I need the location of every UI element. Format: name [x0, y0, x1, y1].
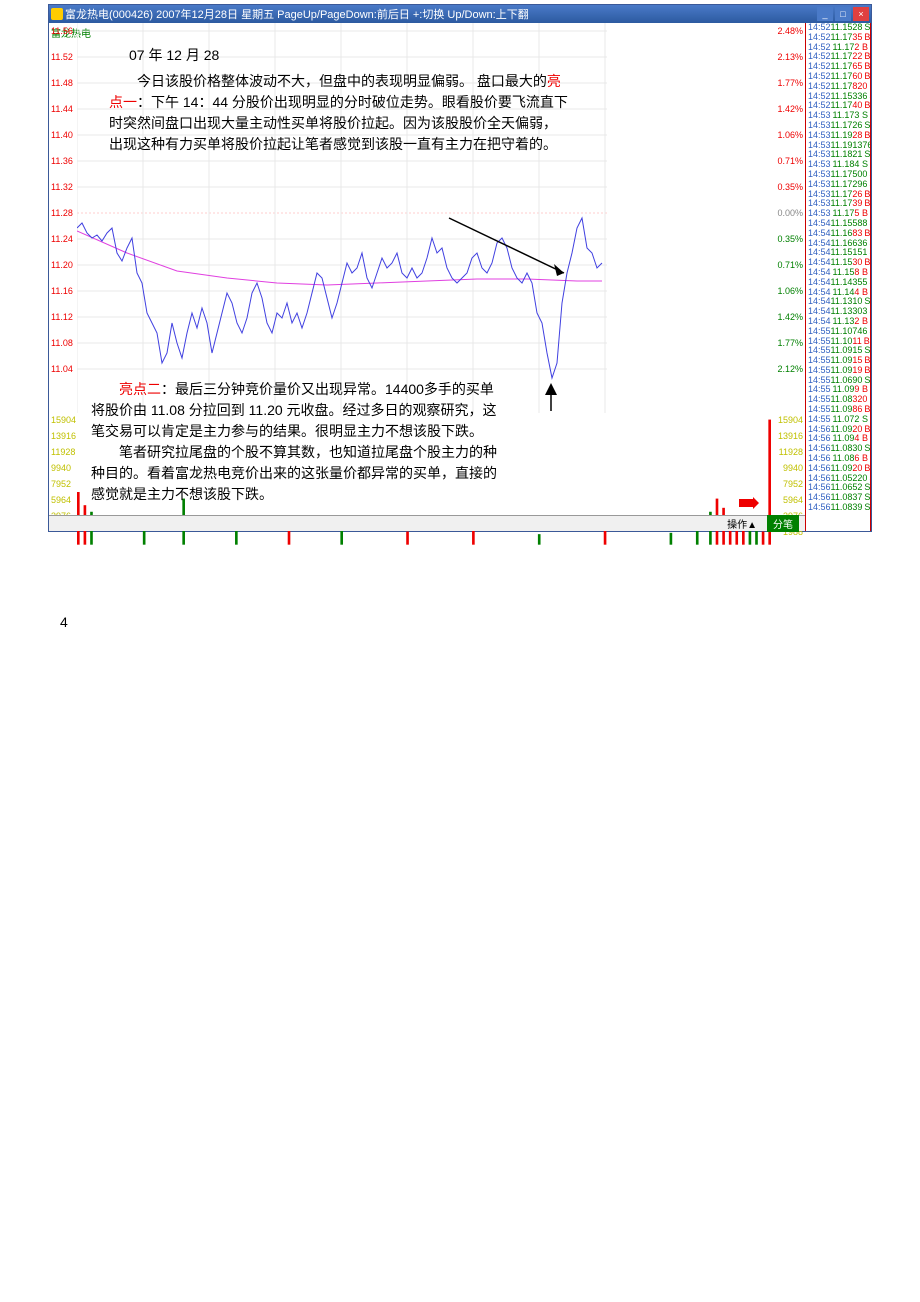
y-tick: 11.44	[51, 104, 73, 114]
vol-pct-tick: 11928	[779, 447, 803, 457]
pct-tick: 2.12%	[777, 364, 803, 374]
overlay2-hl: 亮点二	[119, 381, 161, 397]
arrow-1-icon	[439, 208, 579, 298]
vol-pct-tick: 13916	[778, 431, 803, 441]
pct-tick: 1.42%	[777, 104, 803, 114]
titlebar-text: 富龙热电(000426) 2007年12月28日 星期五 PageUp/Page…	[65, 6, 529, 22]
y-tick: 11.28	[51, 208, 73, 218]
tick-list: 14:5211.1528S14:5211.1735B14:5211.172B14…	[806, 23, 870, 513]
y-tick: 11.32	[51, 182, 73, 192]
y-axis: 11.56 11.52 11.48 11.44 11.40 11.36 11.32 11.28…	[49, 23, 77, 413]
y-tick: 11.20	[51, 260, 73, 270]
pct-tick: 0.00%	[777, 208, 803, 218]
app-icon	[51, 8, 63, 20]
pct-tick: 0.71%	[777, 156, 803, 166]
vol-pct-tick: 5964	[783, 495, 803, 505]
vol-pct-tick: 15904	[778, 415, 803, 425]
y-tick: 11.08	[51, 338, 73, 348]
vol-y-tick: 5964	[51, 495, 71, 505]
bottom-bar: 操作▲ 分笔	[49, 515, 805, 531]
overlay2-t2: 笔者研究拉尾盘的个股不算其数，也知道拉尾盘个股主力的种种目的。看着富龙热电竞价出…	[91, 442, 501, 505]
vol-y-tick: 15904	[51, 415, 76, 425]
pct-axis: 2.48% 2.13% 1.77% 1.42% 1.06% 0.71% 0.35% 0.00%…	[775, 23, 805, 413]
overlay1-t2: ：下午 14：44 分股价出现明显的分时破位走势。眼看股价要飞流直下时突然间盘口…	[109, 94, 568, 152]
page-number: 4	[60, 614, 68, 630]
y-tick: 11.36	[51, 156, 73, 166]
vol-pct-tick: 7952	[783, 479, 803, 489]
y-tick: 11.24	[51, 234, 73, 244]
red-arrow-icon	[739, 497, 759, 509]
pct-tick: 1.42%	[777, 312, 803, 322]
pct-tick: 2.13%	[777, 52, 803, 62]
y-tick: 11.40	[51, 130, 73, 140]
vol-y-tick: 9940	[51, 463, 71, 473]
vol-y-tick: 7952	[51, 479, 71, 489]
overlay-para1: 今日该股价格整体波动不大，但盘中的表现明显偏弱。 盘口最大的亮点一：下午 14：…	[109, 71, 569, 155]
pct-tick: 1.77%	[777, 338, 803, 348]
pct-tick: 1.77%	[777, 78, 803, 88]
y-tick: 11.48	[51, 78, 73, 88]
overlay-para2: 亮点二：最后三分钟竞价量价又出现异常。14400多手的买单将股价由 11.08 …	[91, 379, 501, 505]
arrow-2-icon	[539, 383, 569, 413]
vol-pct-tick: 9940	[783, 463, 803, 473]
close-button[interactable]: ×	[853, 7, 869, 21]
y-tick: 11.12	[51, 312, 73, 322]
pct-tick: 0.35%	[777, 182, 803, 192]
overlay-date: 07 年 12 月 28	[129, 45, 219, 66]
vol-y-tick: 11928	[51, 447, 75, 457]
pct-tick: 1.06%	[777, 130, 803, 140]
bottombar-ticks[interactable]: 分笔	[767, 515, 799, 532]
pct-tick: 0.71%	[777, 260, 803, 270]
y-tick: 11.52	[51, 52, 73, 62]
minimize-button[interactable]: _	[817, 7, 833, 21]
maximize-button[interactable]: □	[835, 7, 851, 21]
y-tick: 11.16	[51, 286, 73, 296]
pct-tick: 1.06%	[777, 286, 803, 296]
y-tick: 11.56	[51, 26, 73, 36]
pct-tick: 0.35%	[777, 234, 803, 244]
y-tick: 11.04	[51, 364, 73, 374]
chart-area[interactable]: 富龙热电 11.5611.5211.4811.4411.4011.3611.32…	[49, 23, 806, 531]
overlay1-t1: 今日该股价格整体波动不大，但盘中的表现明显偏弱。 盘口最大的	[137, 73, 547, 89]
pct-tick: 2.48%	[777, 26, 803, 36]
chart-window: 富龙热电(000426) 2007年12月28日 星期五 PageUp/Page…	[48, 4, 872, 532]
tick-column[interactable]: 14:5211.1528S14:5211.1735B14:5211.172B14…	[806, 23, 871, 531]
titlebar: 富龙热电(000426) 2007年12月28日 星期五 PageUp/Page…	[49, 5, 871, 23]
vol-y-tick: 13916	[51, 431, 76, 441]
bottombar-ops[interactable]: 操作▲	[721, 515, 763, 532]
